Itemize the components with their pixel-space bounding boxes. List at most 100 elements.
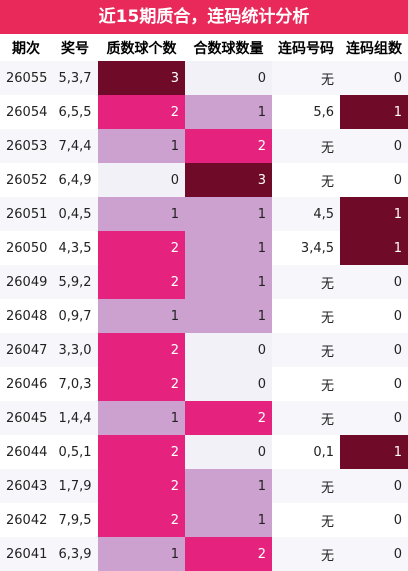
prime-count-cell: 0 <box>98 163 185 197</box>
issue-cell: 26047 <box>0 333 52 367</box>
table-row: 26049 5,9,2 2 1 无 0 <box>0 265 408 299</box>
table-row: 26042 7,9,5 2 1 无 0 <box>0 503 408 537</box>
table-row: 26051 0,4,5 1 1 4,5 1 <box>0 197 408 231</box>
consecutive-groups-cell: 1 <box>340 197 408 231</box>
table-row: 26054 6,5,5 2 1 5,6 1 <box>0 95 408 129</box>
table-row: 26045 1,4,4 1 2 无 0 <box>0 401 408 435</box>
numbers-cell: 5,3,7 <box>52 61 98 95</box>
numbers-cell: 0,4,5 <box>52 197 98 231</box>
consecutive-numbers-cell: 无 <box>272 129 340 163</box>
prime-count-cell: 2 <box>98 265 185 299</box>
consecutive-numbers-cell: 无 <box>272 367 340 401</box>
issue-cell: 26048 <box>0 299 52 333</box>
issue-cell: 26045 <box>0 401 52 435</box>
numbers-cell: 0,9,7 <box>52 299 98 333</box>
composite-count-cell: 1 <box>185 197 272 231</box>
table-row: 26050 4,3,5 2 1 3,4,5 1 <box>0 231 408 265</box>
numbers-cell: 3,3,0 <box>52 333 98 367</box>
numbers-cell: 5,9,2 <box>52 265 98 299</box>
composite-count-cell: 2 <box>185 537 272 571</box>
consecutive-groups-cell: 1 <box>340 231 408 265</box>
table-row: 26046 7,0,3 2 0 无 0 <box>0 367 408 401</box>
header-composite-count: 合数球数量 <box>185 34 272 61</box>
consecutive-groups-cell: 0 <box>340 265 408 299</box>
consecutive-numbers-cell: 无 <box>272 537 340 571</box>
consecutive-numbers-cell: 无 <box>272 163 340 197</box>
table-row: 26044 0,5,1 2 0 0,1 1 <box>0 435 408 469</box>
consecutive-groups-cell: 0 <box>340 333 408 367</box>
consecutive-groups-cell: 0 <box>340 129 408 163</box>
composite-count-cell: 2 <box>185 401 272 435</box>
numbers-cell: 7,9,5 <box>52 503 98 537</box>
numbers-cell: 6,4,9 <box>52 163 98 197</box>
issue-cell: 26052 <box>0 163 52 197</box>
prime-count-cell: 1 <box>98 299 185 333</box>
composite-count-cell: 1 <box>185 95 272 129</box>
table-row: 26055 5,3,7 3 0 无 0 <box>0 61 408 95</box>
composite-count-cell: 1 <box>185 503 272 537</box>
consecutive-numbers-cell: 无 <box>272 333 340 367</box>
consecutive-numbers-cell: 无 <box>272 299 340 333</box>
consecutive-numbers-cell: 3,4,5 <box>272 231 340 265</box>
prime-count-cell: 3 <box>98 61 185 95</box>
consecutive-numbers-cell: 无 <box>272 401 340 435</box>
prime-count-cell: 2 <box>98 95 185 129</box>
consecutive-numbers-cell: 无 <box>272 265 340 299</box>
composite-count-cell: 2 <box>185 129 272 163</box>
numbers-cell: 0,5,1 <box>52 435 98 469</box>
prime-count-cell: 2 <box>98 367 185 401</box>
composite-count-cell: 1 <box>185 299 272 333</box>
prime-count-cell: 1 <box>98 129 185 163</box>
numbers-cell: 7,0,3 <box>52 367 98 401</box>
numbers-cell: 7,4,4 <box>52 129 98 163</box>
header-consecutive-groups: 连码组数 <box>340 34 408 61</box>
consecutive-groups-cell: 0 <box>340 299 408 333</box>
prime-count-cell: 2 <box>98 231 185 265</box>
issue-cell: 26042 <box>0 503 52 537</box>
issue-cell: 26043 <box>0 469 52 503</box>
page-title: 近15期质合，连码统计分析 <box>0 0 408 34</box>
table-row: 26043 1,7,9 2 1 无 0 <box>0 469 408 503</box>
header-prime-count: 质数球个数 <box>98 34 185 61</box>
header-numbers: 奖号 <box>52 34 98 61</box>
consecutive-numbers-cell: 5,6 <box>272 95 340 129</box>
numbers-cell: 6,5,5 <box>52 95 98 129</box>
header-consecutive-numbers: 连码号码 <box>272 34 340 61</box>
issue-cell: 26055 <box>0 61 52 95</box>
composite-count-cell: 0 <box>185 333 272 367</box>
consecutive-groups-cell: 1 <box>340 95 408 129</box>
issue-cell: 26044 <box>0 435 52 469</box>
prime-count-cell: 1 <box>98 401 185 435</box>
prime-count-cell: 1 <box>98 537 185 571</box>
header-row: 期次 奖号 质数球个数 合数球数量 连码号码 连码组数 <box>0 34 408 61</box>
consecutive-groups-cell: 1 <box>340 435 408 469</box>
issue-cell: 26046 <box>0 367 52 401</box>
prime-count-cell: 2 <box>98 469 185 503</box>
issue-cell: 26054 <box>0 95 52 129</box>
table-row: 26053 7,4,4 1 2 无 0 <box>0 129 408 163</box>
header-issue: 期次 <box>0 34 52 61</box>
composite-count-cell: 0 <box>185 367 272 401</box>
table-row: 26048 0,9,7 1 1 无 0 <box>0 299 408 333</box>
composite-count-cell: 1 <box>185 265 272 299</box>
consecutive-groups-cell: 0 <box>340 537 408 571</box>
composite-count-cell: 0 <box>185 61 272 95</box>
table-row: 26047 3,3,0 2 0 无 0 <box>0 333 408 367</box>
table-body: 26055 5,3,7 3 0 无 0 26054 6,5,5 2 1 5,6 1 26053 7,4,4… <box>0 61 408 571</box>
consecutive-groups-cell: 0 <box>340 61 408 95</box>
consecutive-numbers-cell: 无 <box>272 61 340 95</box>
issue-cell: 26041 <box>0 537 52 571</box>
composite-count-cell: 1 <box>185 469 272 503</box>
table-row: 26041 6,3,9 1 2 无 0 <box>0 537 408 571</box>
consecutive-groups-cell: 0 <box>340 401 408 435</box>
numbers-cell: 4,3,5 <box>52 231 98 265</box>
numbers-cell: 1,4,4 <box>52 401 98 435</box>
table-row: 26052 6,4,9 0 3 无 0 <box>0 163 408 197</box>
prime-count-cell: 2 <box>98 503 185 537</box>
prime-count-cell: 2 <box>98 435 185 469</box>
consecutive-groups-cell: 0 <box>340 503 408 537</box>
composite-count-cell: 3 <box>185 163 272 197</box>
consecutive-numbers-cell: 无 <box>272 503 340 537</box>
prime-count-cell: 2 <box>98 333 185 367</box>
numbers-cell: 1,7,9 <box>52 469 98 503</box>
